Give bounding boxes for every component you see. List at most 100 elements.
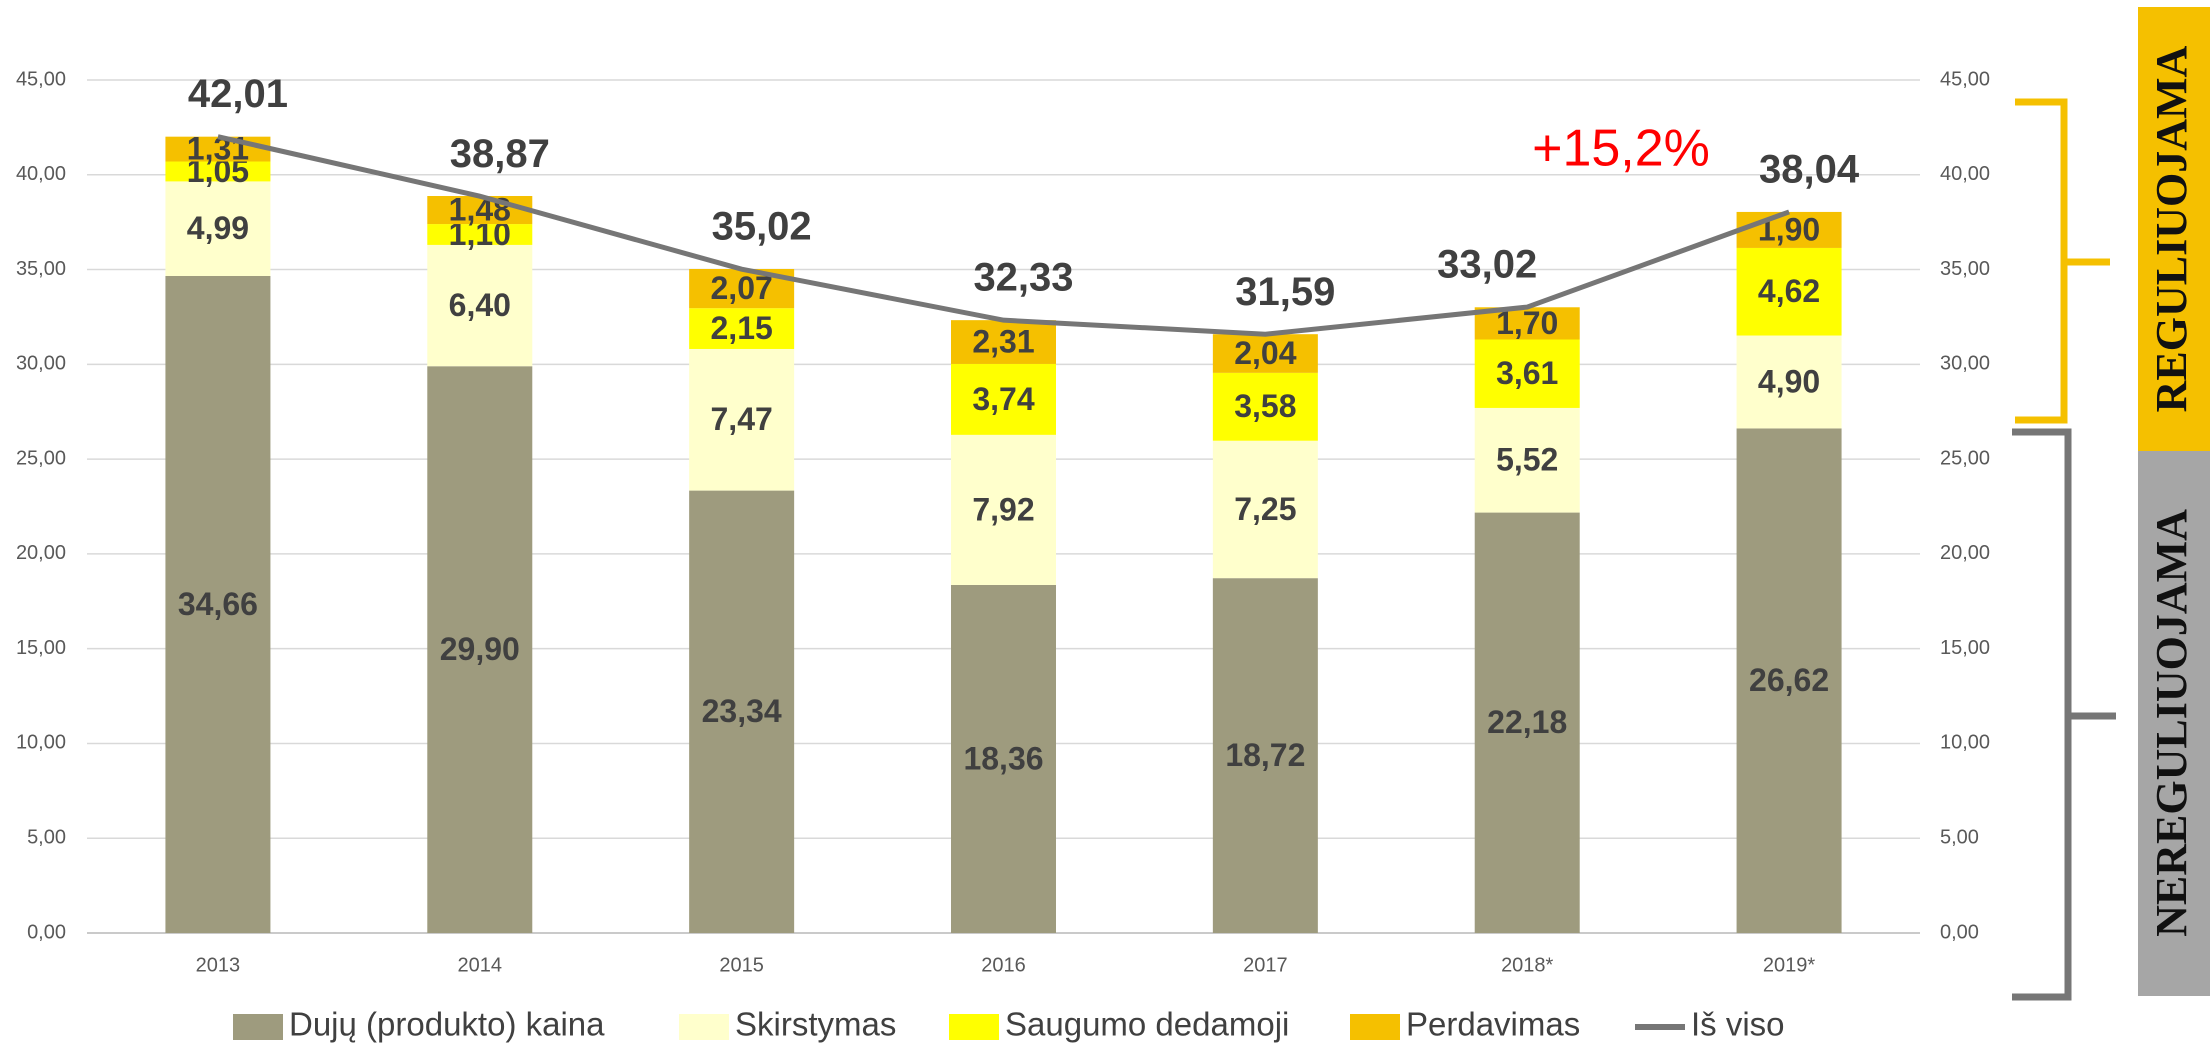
data-label: 3,61	[1496, 355, 1558, 391]
data-label: 7,25	[1234, 491, 1296, 527]
x-tick-label: 2015	[719, 954, 764, 976]
bar-segment	[427, 366, 533, 933]
total-label: 42,01	[188, 72, 288, 116]
x-tick-label: 2017	[1243, 954, 1288, 976]
bar-segment	[427, 244, 533, 367]
x-tick-label: 2019*	[1763, 954, 1815, 976]
y2-tick-label: 10,00	[1940, 732, 1990, 754]
bar-segment	[951, 434, 1056, 585]
bar-segment	[1212, 334, 1318, 373]
legend-swatch	[949, 1014, 999, 1040]
data-label: 1,31	[187, 131, 249, 167]
bar-segment	[1736, 428, 1842, 933]
legend-swatch	[1350, 1014, 1400, 1040]
total-label: 38,04	[1759, 147, 1860, 191]
change-annotation: +15,2%	[1532, 120, 1710, 178]
data-label: 5,52	[1496, 442, 1558, 478]
data-label: 6,40	[449, 287, 511, 323]
y-tick-label: 15,00	[16, 637, 66, 659]
bar-segment	[165, 161, 271, 182]
y-tick-label: 20,00	[16, 542, 66, 564]
data-label: 4,90	[1758, 363, 1820, 399]
total-line	[217, 134, 1790, 337]
data-label: 2,07	[711, 270, 773, 306]
y2-tick-label: 5,00	[1940, 827, 1979, 849]
legend-label: Skirstymas	[735, 1006, 896, 1043]
x-tick-label: 2014	[458, 954, 503, 976]
bar-segment	[689, 348, 795, 491]
data-label: 2,31	[972, 324, 1034, 360]
legend-label: Iš viso	[1691, 1006, 1785, 1043]
bar-segment	[165, 136, 271, 162]
bar-segment	[689, 490, 795, 933]
legend-swatch	[679, 1014, 729, 1040]
bar-segment	[1212, 372, 1318, 441]
y-tick-label: 45,00	[16, 68, 66, 90]
bar-segment	[689, 308, 795, 349]
bar-segment	[427, 196, 533, 225]
data-label: 7,92	[972, 491, 1034, 527]
bar-segment	[1212, 578, 1318, 933]
bar-segment	[1736, 247, 1842, 336]
y-tick-label: 40,00	[16, 163, 66, 185]
y-tick-label: 10,00	[16, 732, 66, 754]
y2-tick-label: 0,00	[1940, 921, 1979, 943]
legend-label: Saugumo dedamoji	[1005, 1006, 1289, 1043]
legend-label: Dujų (produkto) kaina	[289, 1006, 605, 1043]
data-label: 18,36	[963, 740, 1043, 776]
data-label: 23,34	[702, 693, 782, 729]
data-label: 2,04	[1234, 335, 1296, 371]
y2-tick-label: 25,00	[1940, 447, 1990, 469]
y2-tick-label: 35,00	[1940, 258, 1990, 280]
legend-label: Perdavimas	[1406, 1006, 1580, 1043]
y-tick-label: 0,00	[27, 921, 66, 943]
total-label: 33,02	[1437, 243, 1537, 287]
regulated-bracket	[2015, 98, 2110, 424]
data-label: 2,15	[711, 310, 773, 346]
y-tick-label: 35,00	[16, 258, 66, 280]
bar-segment	[1474, 512, 1580, 933]
regulated-label: REGULIUOJAMA	[2147, 45, 2196, 412]
y-tick-label: 25,00	[16, 447, 66, 469]
x-tick-label: 2018*	[1501, 954, 1553, 976]
bar-segment	[165, 181, 271, 277]
unregulated-bracket	[2012, 428, 2116, 1001]
total-label: 35,02	[712, 205, 812, 249]
bar-segment	[165, 276, 271, 933]
y2-tick-label: 15,00	[1940, 637, 1990, 659]
data-label: 18,72	[1225, 737, 1305, 773]
data-label: 7,47	[711, 401, 773, 437]
bar-segment	[951, 320, 1056, 364]
data-label: 29,90	[440, 631, 520, 667]
y2-tick-label: 40,00	[1940, 163, 1990, 185]
data-label: 4,62	[1758, 273, 1820, 309]
total-label: 38,87	[450, 132, 550, 176]
bar-segment	[1736, 335, 1842, 429]
bar-segment	[951, 584, 1056, 933]
unregulated-label: NEREGULIUOJAMA	[2147, 509, 2196, 937]
y-tick-label: 30,00	[16, 353, 66, 375]
data-label: 3,74	[972, 381, 1034, 417]
legend-swatch	[233, 1014, 283, 1040]
x-tick-label: 2016	[981, 954, 1026, 976]
data-label: 3,58	[1234, 388, 1296, 424]
y2-tick-label: 20,00	[1940, 542, 1990, 564]
bar-segment	[1212, 440, 1318, 579]
bar-segment	[1474, 407, 1580, 513]
bar-segment	[1736, 211, 1842, 248]
regulated-box	[2138, 7, 2210, 451]
total-label: 32,33	[973, 256, 1073, 300]
y2-tick-label: 45,00	[1940, 68, 1990, 90]
y2-tick-label: 30,00	[1940, 353, 1990, 375]
data-label: 26,62	[1749, 662, 1829, 698]
unregulated-box	[2138, 451, 2210, 996]
data-label: 22,18	[1487, 704, 1567, 740]
bar-segment	[1474, 339, 1580, 408]
data-label: 4,99	[187, 210, 249, 246]
y-tick-label: 5,00	[27, 827, 66, 849]
bar-segment	[951, 363, 1056, 435]
data-label: 1,90	[1758, 211, 1820, 247]
total-label: 31,59	[1235, 270, 1335, 314]
bar-segment	[427, 224, 533, 245]
